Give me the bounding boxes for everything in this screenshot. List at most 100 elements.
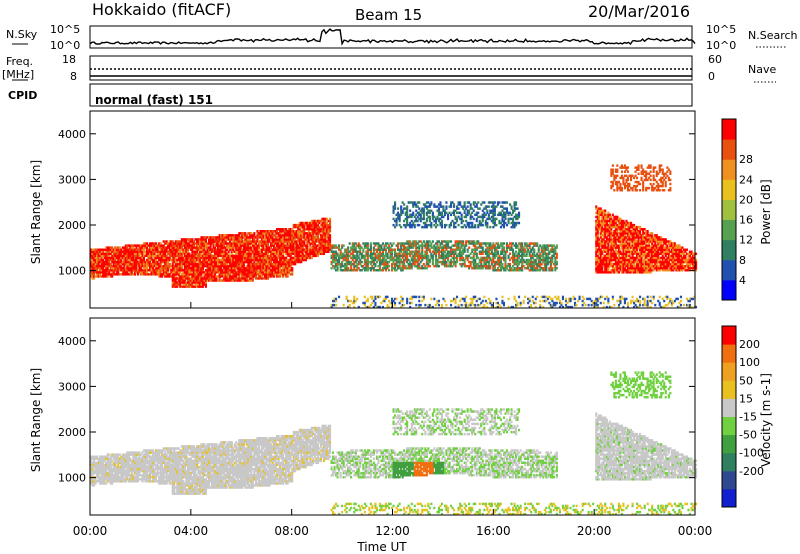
heatmap-cell (298, 260, 301, 264)
heatmap-cell (93, 258, 96, 262)
heatmap-cell (167, 250, 170, 253)
heatmap-cell (498, 256, 501, 260)
heatmap-cell (521, 262, 524, 266)
heatmap-cell (460, 221, 463, 225)
heatmap-cell (481, 217, 484, 221)
heatmap-cell (465, 256, 468, 260)
heatmap-cell (141, 262, 144, 266)
heatmap-cell (244, 273, 247, 276)
heatmap-cell (442, 254, 445, 258)
heatmap-cell (280, 252, 283, 256)
heatmap-cell (173, 244, 176, 247)
heatmap-cell (153, 256, 156, 260)
heatmap-cell (404, 248, 407, 251)
heatmap-cell (484, 221, 487, 225)
heatmap-cell (280, 269, 283, 272)
heatmap-cell (310, 242, 313, 245)
heatmap-cell (321, 232, 324, 235)
heatmap-cell (186, 254, 189, 258)
heatmap-cell (407, 262, 410, 266)
heatmap-cell (253, 234, 256, 237)
heatmap-cell (448, 254, 451, 258)
heatmap-cell (433, 223, 436, 227)
heatmap-cell (498, 246, 501, 249)
heatmap-cell (409, 209, 412, 212)
heatmap-cell (254, 242, 258, 245)
heatmap-cell (499, 258, 503, 262)
heatmap-cell (106, 260, 109, 264)
heatmap-cell (133, 244, 137, 247)
heatmap-cell (332, 246, 335, 249)
heatmap-cell (158, 271, 161, 274)
heatmap-cell (220, 262, 223, 266)
heatmap-cell (211, 238, 214, 241)
heatmap-cell (478, 267, 481, 270)
heatmap-cell (430, 254, 433, 258)
heatmap-cell (153, 248, 156, 251)
heatmap-cell (206, 267, 209, 270)
heatmap-cell (238, 250, 241, 253)
heatmap-cell (359, 262, 362, 266)
heatmap-cell (368, 267, 371, 270)
heatmap-cell (188, 279, 191, 282)
heatmap-cell (245, 277, 248, 280)
heatmap-cell (341, 260, 344, 264)
heatmap-cell (465, 303, 468, 307)
heatmap-cell (235, 262, 238, 266)
heatmap-cell (453, 221, 456, 225)
heatmap-cell (256, 236, 259, 239)
heatmap-cell (530, 267, 533, 270)
heatmap-cell (283, 240, 286, 243)
heatmap-cell (398, 213, 401, 217)
heatmap-cell (409, 201, 412, 204)
heatmap-cell (392, 223, 395, 227)
heatmap-cell (121, 260, 124, 264)
heatmap-cell (394, 248, 397, 251)
heatmap-cell (133, 264, 137, 268)
heatmap-cell (469, 217, 472, 221)
heatmap-cell (383, 244, 386, 247)
heatmap-cell (195, 254, 199, 258)
heatmap-cell (251, 234, 254, 237)
heatmap-cell (434, 303, 438, 307)
heatmap-cell (451, 248, 454, 251)
heatmap-cell (499, 244, 503, 247)
heatmap-cell (295, 242, 298, 245)
heatmap-cell (152, 244, 155, 247)
heatmap-cell (316, 219, 320, 223)
heatmap-cell (433, 244, 436, 247)
heatmap-cell (239, 232, 242, 235)
heatmap-cell (324, 248, 327, 251)
heatmap-cell (336, 264, 339, 268)
heatmap-cell (522, 250, 525, 253)
heatmap-cell (459, 248, 462, 251)
heatmap-cell (430, 201, 433, 204)
heatmap-cell (329, 217, 332, 221)
heatmap-cell (533, 262, 536, 266)
heatmap-cell (203, 242, 206, 245)
heatmap-cell (144, 252, 147, 256)
heatmap-cell (270, 252, 273, 256)
heatmap-cell (400, 254, 403, 258)
heatmap-cell (416, 215, 419, 219)
heatmap-cell (504, 252, 507, 256)
heatmap-cell (356, 250, 359, 253)
heatmap-cell (96, 267, 99, 270)
heatmap-cell (277, 242, 280, 245)
heatmap-cell (298, 244, 301, 247)
heatmap-cell (513, 295, 516, 299)
heatmap-cell (440, 225, 444, 229)
heatmap-cell (539, 254, 542, 258)
heatmap-cell (204, 273, 208, 276)
heatmap-cell (472, 252, 475, 256)
heatmap-cell (381, 262, 385, 266)
heatmap-cell (321, 252, 324, 256)
heatmap-cell (254, 236, 258, 239)
heatmap-cell (468, 221, 471, 225)
heatmap-cell (534, 262, 537, 266)
heatmap-cell (443, 244, 447, 247)
heatmap-cell (257, 271, 261, 274)
heatmap-cell (197, 252, 200, 256)
heatmap-cell (112, 254, 115, 258)
heatmap-cell (360, 252, 363, 256)
